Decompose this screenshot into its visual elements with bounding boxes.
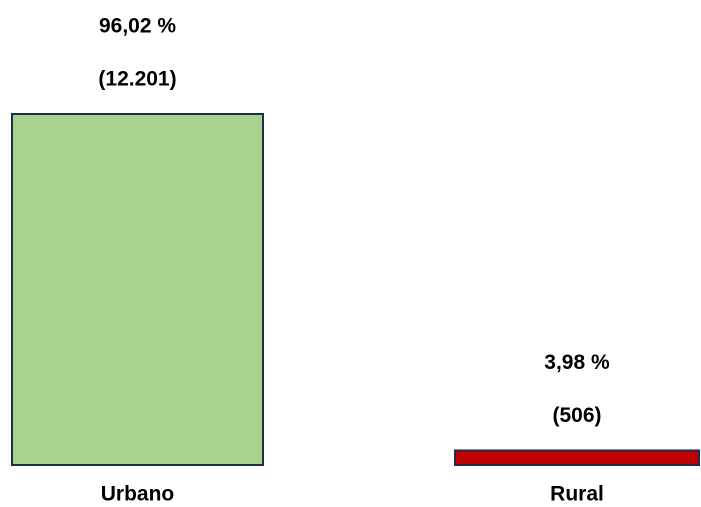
bar: [11, 113, 264, 466]
category-label: Urbano: [101, 483, 175, 506]
bar: [454, 449, 700, 466]
count-label: (506): [552, 404, 601, 427]
value-label: 96,02 %: [99, 15, 176, 38]
count-label: (12.201): [98, 68, 176, 91]
category-label: Rural: [550, 483, 604, 506]
value-label: 3,98 %: [544, 351, 610, 374]
